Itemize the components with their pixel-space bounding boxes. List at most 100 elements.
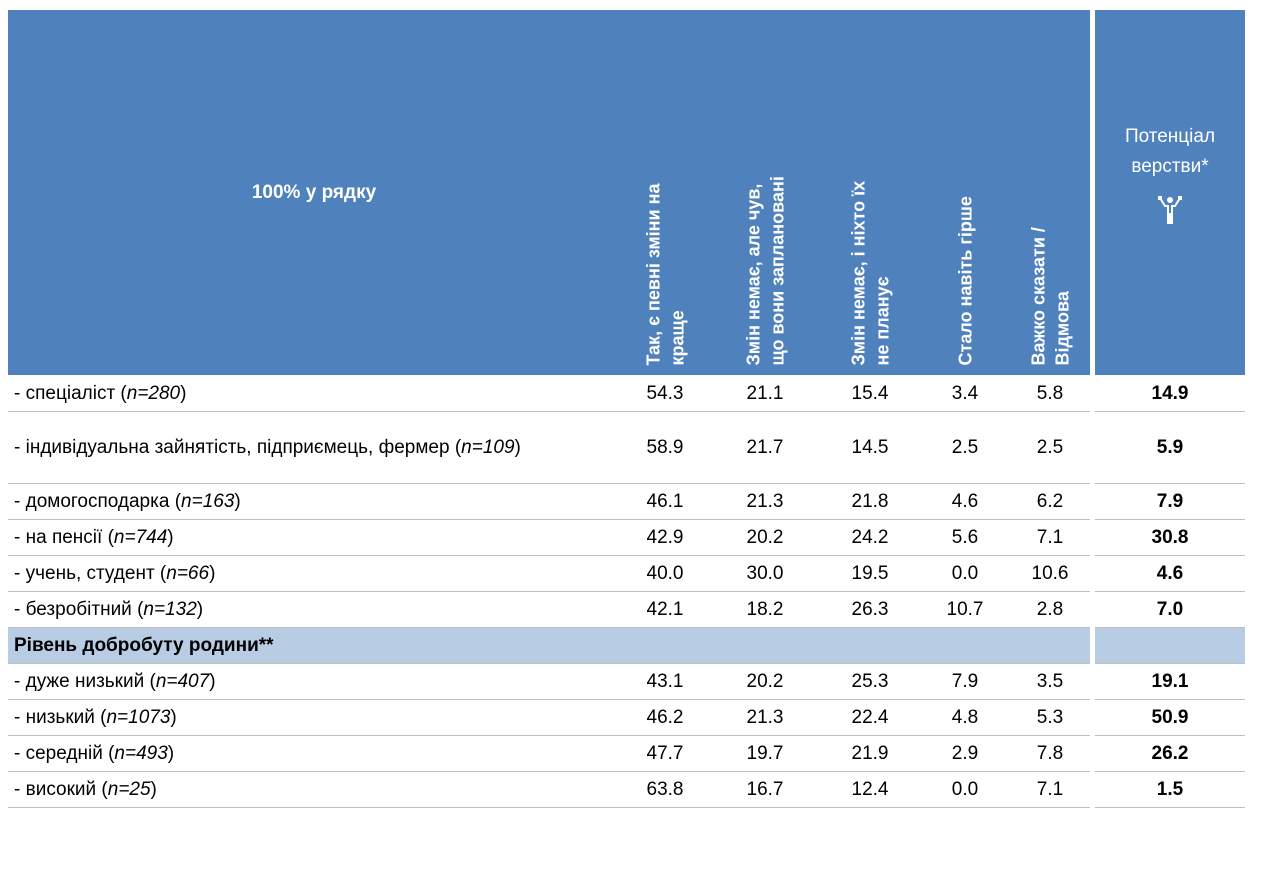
cell: 47.7 bbox=[620, 736, 710, 772]
header-line: Важко сказати / bbox=[1028, 226, 1048, 365]
header-line: Відмова bbox=[1052, 290, 1072, 365]
cell-value: 7.9 bbox=[951, 670, 979, 692]
label-text: ) bbox=[167, 742, 175, 764]
potential-value: 4.6 bbox=[1156, 562, 1184, 584]
cell-value: 7.8 bbox=[1036, 742, 1064, 764]
header-line: що вони заплановані bbox=[767, 175, 787, 365]
label-text: - учень, студент ( bbox=[14, 562, 167, 584]
column-header: Важко сказати / Відмова bbox=[1010, 10, 1090, 375]
cell-value: 2.8 bbox=[1036, 598, 1064, 620]
cell-value: 0.0 bbox=[951, 562, 979, 584]
cell: 21.1 bbox=[710, 376, 820, 412]
cell: 20.2 bbox=[710, 520, 820, 556]
cell: 2.5 bbox=[1010, 412, 1090, 484]
row-label: - високий (n=25) bbox=[8, 772, 620, 808]
cell: 21.3 bbox=[710, 700, 820, 736]
label-n: n=1073 bbox=[106, 706, 171, 728]
cell-value: 47.7 bbox=[646, 742, 684, 764]
cell: 20.2 bbox=[710, 664, 820, 700]
potential-cell: 7.0 bbox=[1095, 592, 1245, 628]
potential-cell: 30.8 bbox=[1095, 520, 1245, 556]
potential-cell: 5.9 bbox=[1095, 412, 1245, 484]
potential-value: 7.0 bbox=[1156, 598, 1184, 620]
label-text: ) bbox=[167, 526, 174, 548]
cell-value: 24.2 bbox=[851, 526, 889, 548]
potential-cell: 26.2 bbox=[1095, 736, 1245, 772]
cell-value: 54.3 bbox=[646, 382, 684, 404]
cell: 19.5 bbox=[820, 556, 920, 592]
label-text: ) bbox=[196, 598, 204, 620]
cell: 3.4 bbox=[920, 376, 1010, 412]
label-text: ) bbox=[150, 778, 157, 800]
label-text: ) bbox=[209, 562, 216, 584]
cell: 42.9 bbox=[620, 520, 710, 556]
cell: 24.2 bbox=[820, 520, 920, 556]
cell-value: 30.0 bbox=[746, 562, 784, 584]
cell-value: 20.2 bbox=[746, 670, 784, 692]
cell: 21.3 bbox=[710, 484, 820, 520]
label-text: - домогосподарка ( bbox=[14, 490, 182, 512]
cell: 21.8 bbox=[820, 484, 920, 520]
cell-value: 4.8 bbox=[951, 706, 979, 728]
cell-value: 10.7 bbox=[946, 598, 984, 620]
label-n: n=25 bbox=[107, 778, 151, 800]
cell-value: 21.8 bbox=[851, 490, 889, 512]
cell-value: 22.4 bbox=[851, 706, 889, 728]
row-label: - домогосподарка (n=163) bbox=[8, 484, 620, 520]
cell: 0.0 bbox=[920, 772, 1010, 808]
cell: 19.7 bbox=[710, 736, 820, 772]
label-text: - безробітний ( bbox=[14, 598, 144, 620]
label-text: ) bbox=[514, 436, 521, 458]
label-text: ) bbox=[170, 706, 177, 728]
cell-value: 21.7 bbox=[746, 436, 784, 458]
cell: 0.0 bbox=[920, 556, 1010, 592]
cell-value: 26.3 bbox=[851, 598, 889, 620]
cell-value: 3.4 bbox=[951, 382, 979, 404]
cell-value: 19.7 bbox=[746, 742, 784, 764]
label-text: - низький ( bbox=[14, 706, 107, 728]
cell-value: 46.1 bbox=[646, 490, 684, 512]
row-label-text: - на пенсії (n=744) bbox=[14, 522, 174, 554]
column-header-text: Стало навіть гірше bbox=[920, 10, 1010, 375]
cell-value: 12.4 bbox=[851, 778, 889, 800]
cell-value: 14.5 bbox=[851, 436, 889, 458]
label-text: - дуже низький ( bbox=[14, 670, 156, 692]
label-text: ) bbox=[180, 382, 187, 404]
label-n: n=407 bbox=[155, 670, 210, 692]
cell-value: 40.0 bbox=[646, 562, 684, 584]
cell: 5.3 bbox=[1010, 700, 1090, 736]
header-line: Потенціал bbox=[1124, 126, 1216, 147]
cell: 5.6 bbox=[920, 520, 1010, 556]
header-line: Так, є певні зміни на bbox=[643, 183, 663, 365]
cell-value: 58.9 bbox=[646, 436, 684, 458]
header-line: Стало навіть гірше bbox=[955, 195, 975, 365]
column-header-text: Змін немає, але чув, що вони заплановані bbox=[710, 10, 820, 375]
label-n: n=132 bbox=[143, 598, 197, 620]
cell-value: 3.5 bbox=[1036, 670, 1064, 692]
row-label: - низький (n=1073) bbox=[8, 700, 620, 736]
potential-value: 7.9 bbox=[1156, 490, 1184, 512]
cell-value: 20.2 bbox=[746, 526, 784, 548]
potential-cell: 1.5 bbox=[1095, 772, 1245, 808]
column-header-text: Так, є певні зміни на краще bbox=[620, 10, 710, 375]
cell: 26.3 bbox=[820, 592, 920, 628]
label-text: - спеціаліст ( bbox=[14, 382, 127, 404]
column-header-text: Важко сказати / Відмова bbox=[1010, 10, 1090, 375]
cell: 42.1 bbox=[620, 592, 710, 628]
row-label-text: - середній (n=493) bbox=[14, 738, 174, 770]
cell-value: 6.2 bbox=[1036, 490, 1064, 512]
cell-value: 21.3 bbox=[746, 490, 784, 512]
potential-cell: 7.9 bbox=[1095, 484, 1245, 520]
cell-value: 21.1 bbox=[746, 382, 784, 404]
cell: 7.1 bbox=[1010, 772, 1090, 808]
section-cell bbox=[1095, 628, 1245, 664]
label-n: n=66 bbox=[166, 562, 210, 584]
cell: 4.6 bbox=[920, 484, 1010, 520]
row-label: - спеціаліст (n=280) bbox=[8, 376, 620, 412]
cell: 12.4 bbox=[820, 772, 920, 808]
header-line: верстви* bbox=[1131, 156, 1209, 177]
cell: 21.9 bbox=[820, 736, 920, 772]
label-text: - індивідуальна зайнятість, підприємець,… bbox=[14, 436, 462, 458]
cell-value: 5.8 bbox=[1036, 382, 1064, 404]
cell-value: 5.6 bbox=[951, 526, 979, 548]
